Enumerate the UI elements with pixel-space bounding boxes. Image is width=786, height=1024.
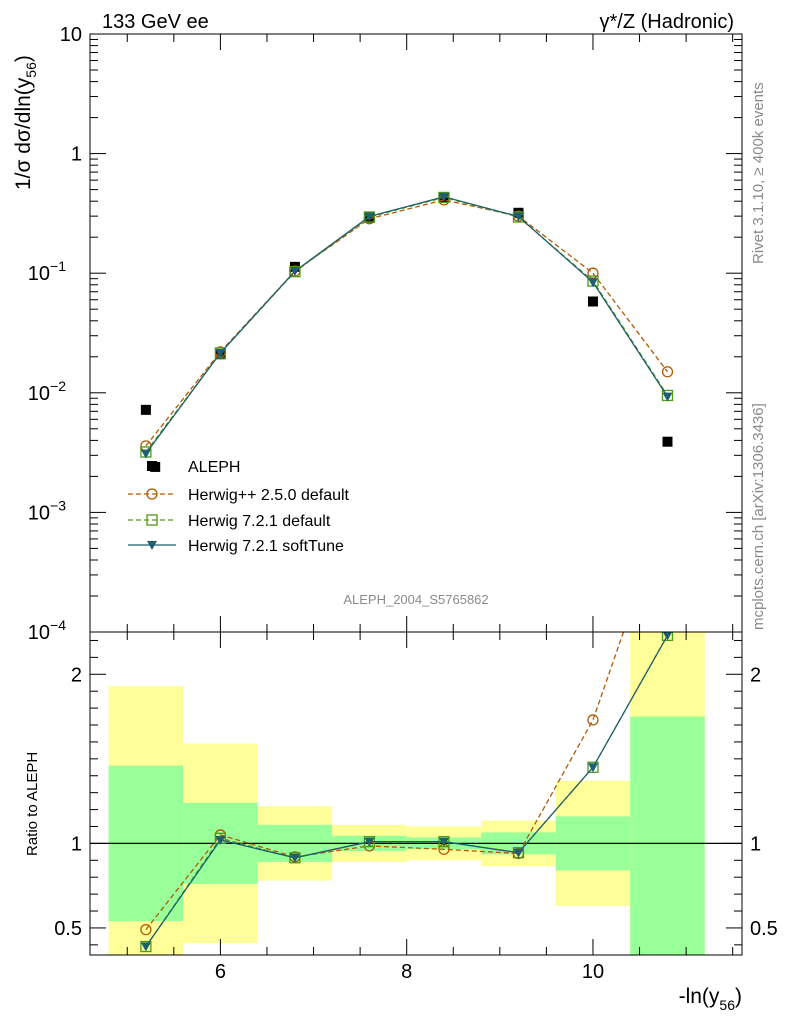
ratio-point-0: [662, 500, 672, 510]
series-point-1: [661, 366, 674, 378]
legend-label: ALEPH: [188, 459, 240, 476]
ratio-y-tick-label-left: 0.5: [54, 918, 82, 940]
main-series-group: [140, 191, 674, 472]
series-point-2: [438, 191, 450, 204]
ratio-y-tick-label-right: 2: [750, 664, 761, 686]
ratio-y-axis-label: Ratio to ALEPH: [24, 752, 41, 856]
main-y-axis-label: 1/σ dσ/dln(y56): [12, 55, 39, 190]
legend-label: Herwig 7.2.1 default: [188, 513, 331, 530]
x-tick-label: 8: [401, 961, 412, 983]
legend: ALEPH Herwig++ 2.5.0 default Herwig 7.2.1 …: [128, 459, 350, 555]
series-point-2: [512, 211, 525, 223]
ratio-point-2: [438, 837, 449, 847]
y-tick-label: 10−3: [28, 497, 66, 524]
series-point-3: [140, 449, 151, 459]
series-line-2: [145, 196, 669, 453]
ratio-y-tick-label-right: 0.5: [750, 918, 778, 940]
legend-marker: [146, 488, 158, 500]
series-line-3: [145, 196, 669, 454]
ratio-point-0: [140, 923, 152, 936]
ratio-frame: [89, 631, 743, 956]
ratio-point-2: [364, 837, 375, 847]
legend-label: Herwig++ 2.5.0 default: [188, 487, 350, 504]
left-title: 133 GeV ee: [102, 11, 209, 33]
ratio-point-2: [587, 763, 598, 773]
series-point-3: [289, 267, 300, 277]
series-point-2: [363, 211, 376, 223]
uncertainty-band-inner: [630, 716, 705, 955]
ratio-point-2: [662, 632, 673, 641]
ratio-y-tick-label-left: 1: [71, 833, 82, 855]
legend-aleph-marker: [147, 461, 157, 471]
x-axis-label: -ln(y56): [679, 985, 742, 1013]
ratio-point-2: [513, 848, 524, 858]
aleph-data-point: [662, 436, 673, 447]
ratio-panel: 0.5 0.5 1 1 2 2 6 8 10 Ratio to ALEPH -ln(y56): [24, 500, 778, 1013]
ratio-y-tick-label-left: 2: [71, 664, 82, 686]
ratio-y-tick-label-right: 1: [750, 833, 761, 855]
series-point-3: [662, 392, 673, 402]
ratio-series-group: [90, 500, 742, 955]
series-point-3: [215, 349, 226, 359]
series-point-2: [289, 266, 301, 278]
series-line-1: [145, 199, 669, 447]
analysis-label: ALEPH_2004_S5765862: [343, 592, 488, 607]
y-tick-label: 10−1: [28, 258, 66, 285]
y-tick-label: 10−2: [28, 378, 66, 405]
y-tick-label: 1: [71, 144, 82, 166]
ratio-line-2: [145, 635, 669, 947]
x-tick-label: 10: [582, 961, 604, 983]
series-point-3: [513, 212, 524, 222]
series-point-3: [438, 192, 449, 202]
ratio-point-0: [587, 714, 599, 726]
series-point-1: [587, 267, 599, 279]
ratio-point-2: [215, 836, 226, 846]
y-tick-label: 10: [60, 24, 82, 46]
legend-marker: [147, 541, 157, 550]
aleph-data-point: [140, 404, 151, 415]
ratio-point-2: [289, 853, 300, 863]
mcplots-label: mcplots.cern.ch [arXiv:1306.3436]: [750, 403, 767, 630]
aleph-data-point: [587, 296, 598, 307]
x-tick-label: 6: [215, 961, 226, 983]
ratio-point-2: [140, 942, 151, 952]
y-tick-label: 10−4: [28, 617, 66, 644]
series-point-3: [364, 212, 375, 222]
right-title: γ*/Z (Hadronic): [600, 11, 734, 33]
legend-marker: [146, 514, 158, 526]
rivet-version-label: Rivet 3.1.10, ≥ 400k events: [750, 82, 767, 264]
series-point-3: [587, 278, 598, 288]
legend-label: Herwig 7.2.1 softTune: [188, 538, 344, 555]
